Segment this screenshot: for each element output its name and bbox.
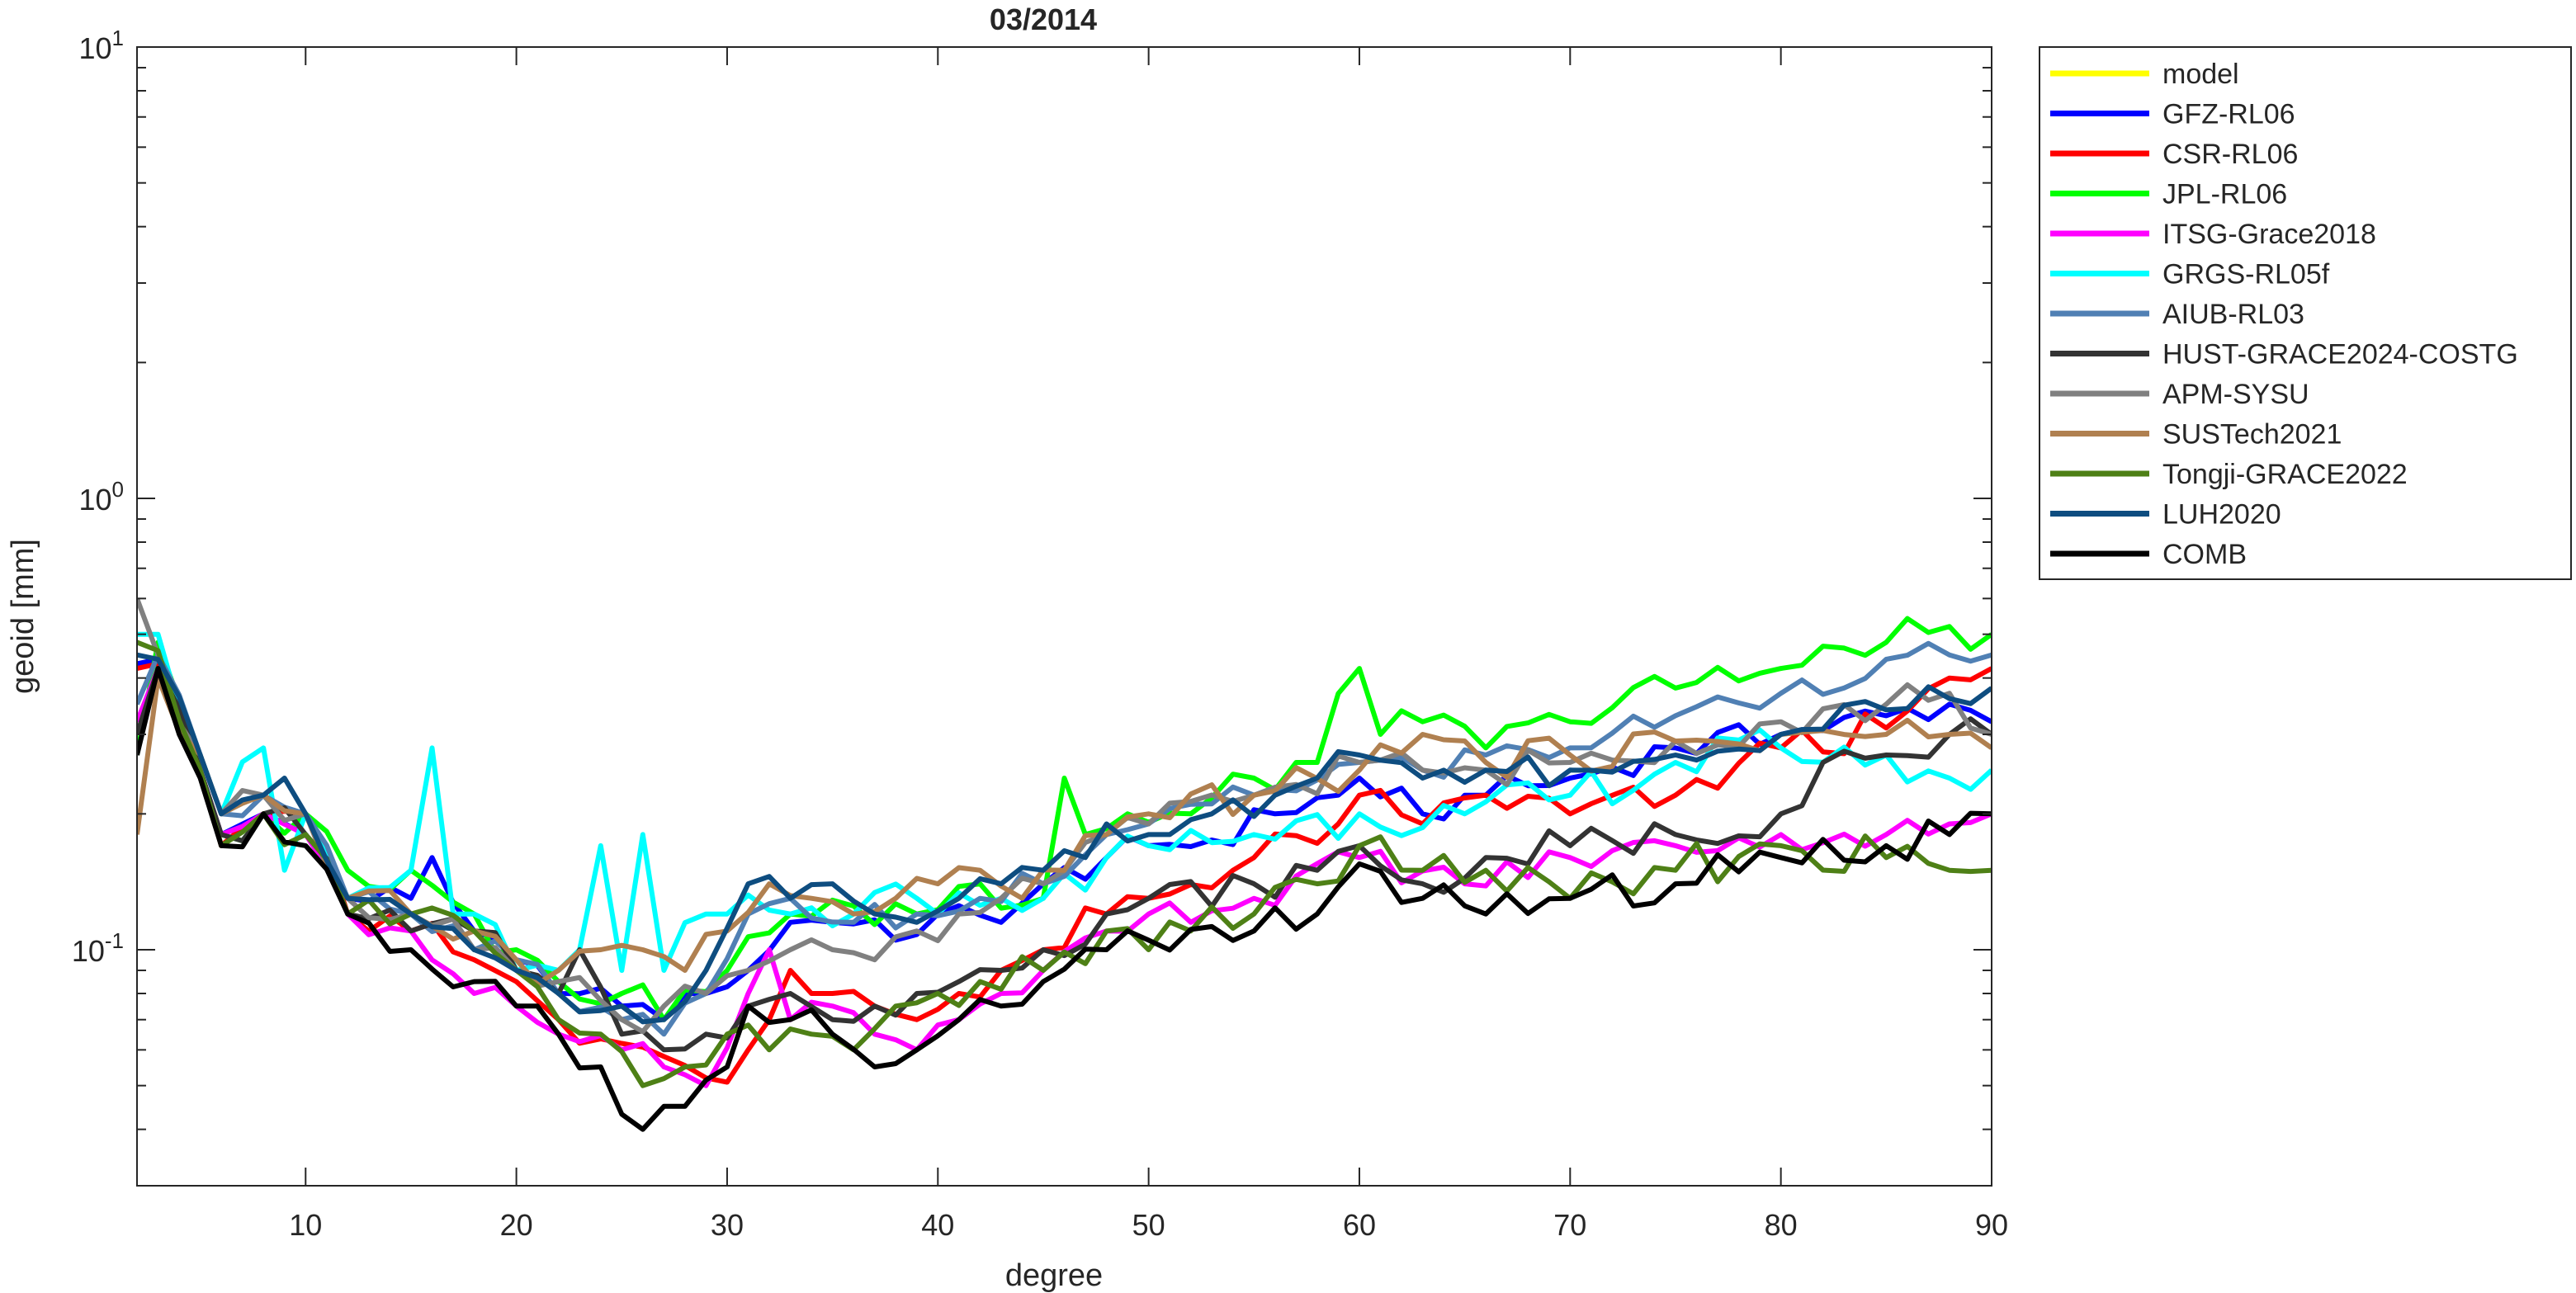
y-tick-label: 101 xyxy=(78,26,124,65)
legend-label: AIUB-RL03 xyxy=(2162,299,2304,330)
legend-label: ITSG-Grace2018 xyxy=(2162,219,2376,250)
plot-frame xyxy=(136,46,1992,1187)
legend-label: COMB xyxy=(2162,539,2247,570)
x-tick-label: 60 xyxy=(1343,1208,1376,1242)
legend-label: LUH2020 xyxy=(2162,499,2281,531)
y-tick-labels: 10-1 100 101 xyxy=(72,26,124,968)
series-line-comb xyxy=(137,666,1992,1132)
series-line-csr-rl06 xyxy=(137,661,1992,1085)
legend-label: model xyxy=(2162,59,2239,90)
x-tick-label: 30 xyxy=(711,1208,744,1242)
series-layer xyxy=(137,597,1992,1132)
series-line-jpl-rl06 xyxy=(137,616,1992,1022)
x-tick-label: 20 xyxy=(500,1208,533,1242)
series-line-sustech2021 xyxy=(137,675,1992,987)
legend-label: APM-SYSU xyxy=(2162,379,2309,410)
legend-label: Tongji-GRACE2022 xyxy=(2162,459,2408,490)
x-tick-labels: 10 20 30 40 50 60 70 80 90 xyxy=(289,1208,2008,1242)
x-tick-label: 50 xyxy=(1132,1208,1165,1242)
plot-background xyxy=(137,47,1992,1186)
x-tick-label: 90 xyxy=(1975,1208,2008,1242)
x-tick-label: 40 xyxy=(921,1208,954,1242)
y-axis-label: geoid [mm] xyxy=(6,539,40,694)
series-line-tongji-grace2022 xyxy=(137,639,1992,1088)
x-tick-label: 80 xyxy=(1765,1208,1798,1242)
y-tick-label: 100 xyxy=(78,477,124,517)
legend-label: JPL-RL06 xyxy=(2162,179,2287,210)
legend-label: HUST-GRACE2024-COSTG xyxy=(2162,339,2518,370)
legend-label: CSR-RL06 xyxy=(2162,139,2298,170)
legend: model GFZ-RL06 CSR-RL06 JPL-RL06 ITSG-Grace2… xyxy=(2039,46,2572,580)
y-tick-label: 10-1 xyxy=(72,928,124,968)
legend-label: GRGS-RL05f xyxy=(2162,259,2330,290)
series-line-luh2020 xyxy=(137,652,1992,1025)
legend-label: SUSTech2021 xyxy=(2162,419,2342,451)
chart-title: 03/2014 xyxy=(990,2,1097,36)
x-tick-label: 10 xyxy=(289,1208,322,1242)
plot-area xyxy=(136,46,1992,1187)
legend-label: GFZ-RL06 xyxy=(2162,99,2295,130)
x-tick-label: 70 xyxy=(1553,1208,1586,1242)
x-axis-label: degree xyxy=(1005,1258,1103,1293)
